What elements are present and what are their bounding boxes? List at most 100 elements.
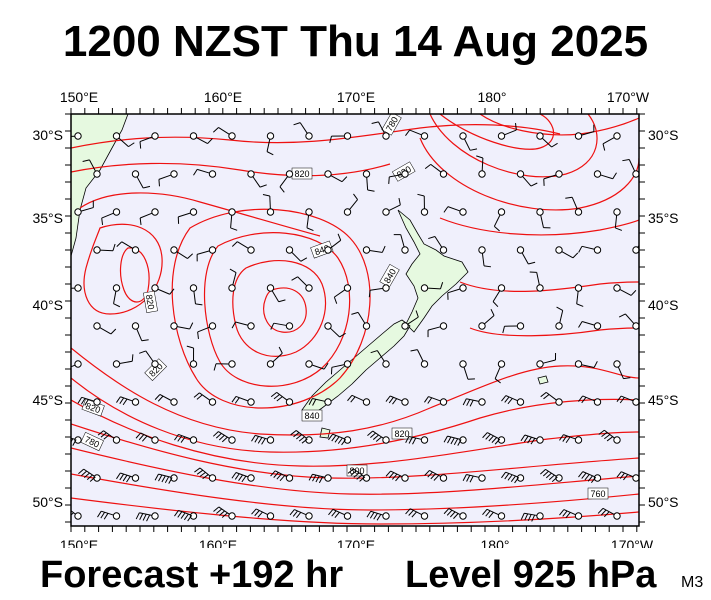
wind-barb (574, 284, 584, 307)
wind-barb (78, 468, 101, 482)
wind-barb (270, 322, 294, 330)
wind-barb (279, 170, 294, 193)
lat-label-50s-right: 50°S (648, 494, 679, 510)
wind-barb (443, 435, 467, 446)
wind-barb (616, 395, 639, 406)
wind-barb (174, 433, 198, 444)
wind-barb (574, 360, 598, 368)
map-frame (70, 113, 640, 527)
wind-barb (462, 474, 486, 483)
isobar-6 (171, 208, 371, 409)
wind-barb (447, 284, 467, 300)
lat-label-30s-right: 30°S (648, 127, 679, 143)
wind-barb (520, 434, 544, 445)
wind-barb (351, 311, 371, 330)
lon-label-150e: 150°E (60, 89, 98, 105)
wind-barb (324, 322, 346, 338)
wind-barb (367, 430, 390, 444)
wind-barb (536, 352, 557, 368)
wind-barb (151, 284, 175, 295)
lat-label-40s-right: 40°S (648, 297, 679, 313)
wind-barb (578, 471, 602, 484)
wind-barb (616, 471, 639, 482)
wind-barb (77, 396, 101, 406)
wind-barb (482, 432, 506, 445)
wind-barb (251, 434, 275, 445)
wind-barb (193, 392, 217, 406)
wind-barbs (71, 121, 639, 522)
contour-label: 820 (143, 290, 158, 314)
wind-barb (266, 132, 275, 156)
wind-barb (405, 436, 429, 445)
wind-barb (112, 354, 134, 368)
wind-barb (401, 310, 419, 330)
wind-barb (476, 155, 486, 178)
wind-barb (420, 282, 444, 292)
wind-barb (170, 322, 194, 330)
wind-barb (443, 508, 467, 520)
wind-barb (135, 512, 159, 522)
wind-barb (494, 360, 506, 384)
wind-barb (139, 132, 159, 149)
wind-barb (543, 170, 563, 186)
wind-barb (228, 208, 238, 231)
wind-barb (290, 430, 313, 444)
isobar-3 (79, 192, 321, 237)
wind-barb (385, 470, 409, 482)
wind-barb (578, 245, 602, 254)
wind-barb (97, 510, 121, 520)
wind-barb (497, 123, 517, 140)
isobar-20 (439, 217, 639, 236)
wind-barb (131, 322, 149, 342)
wind-barb (74, 200, 94, 216)
wind-barb (93, 243, 116, 254)
wind-barb (410, 349, 429, 368)
top-lon-labels: 150°E 160°E 170°E 180° 170°W (60, 89, 650, 105)
wind-barb (177, 208, 198, 224)
wind-barb (293, 122, 313, 140)
wind-barb (71, 360, 82, 368)
isobar-14 (71, 447, 639, 495)
level-label: Level 925 hPa (405, 554, 657, 596)
wind-barb (266, 284, 286, 303)
north-island (397, 209, 469, 333)
wind-barb (501, 395, 525, 406)
wind-barb (613, 208, 623, 231)
wind-barb (462, 398, 486, 407)
wind-barb (328, 433, 352, 446)
chatham-island (537, 375, 549, 385)
isobar-8 (232, 260, 327, 357)
contour-label: 840 (301, 409, 323, 422)
svg-text:840: 840 (304, 411, 319, 421)
wind-barb (158, 170, 178, 187)
wind-barb (330, 360, 352, 375)
isobar-22 (469, 327, 639, 337)
wind-barb (424, 163, 448, 178)
lat-label-35s-right: 35°S (648, 210, 679, 226)
wind-barb (189, 284, 203, 306)
isobar-10 (71, 347, 639, 436)
wind-barb (540, 468, 563, 483)
right-lat-labels: 30°S 35°S 40°S 45°S 50°S (648, 127, 679, 510)
lon-label-150e-bottom: 150°E (60, 537, 98, 548)
wind-barb (424, 469, 448, 482)
wind-barb (329, 132, 352, 144)
wind-barb (305, 208, 314, 231)
land (71, 114, 549, 439)
wind-barb (405, 129, 429, 140)
wind-barb (112, 284, 121, 308)
wind-barb (101, 208, 121, 226)
wind-barb (565, 196, 583, 216)
isobar-5 (119, 247, 150, 303)
left-lat-labels: 30°S 35°S 40°S 45°S 50°S (32, 127, 63, 510)
weather-map: 150°E 160°E 170°E 180° 170°W 150°E 160°E… (32, 89, 679, 548)
wind-barb (482, 508, 506, 520)
wind-barb (308, 473, 332, 484)
wind-barb (478, 308, 495, 330)
wind-barb (492, 284, 506, 308)
wind-barb (231, 472, 255, 483)
wind-barb (618, 313, 639, 330)
lon-label-170w-bottom: 170°W (611, 537, 654, 548)
svg-text:820: 820 (144, 294, 156, 311)
wind-barb (371, 121, 390, 140)
